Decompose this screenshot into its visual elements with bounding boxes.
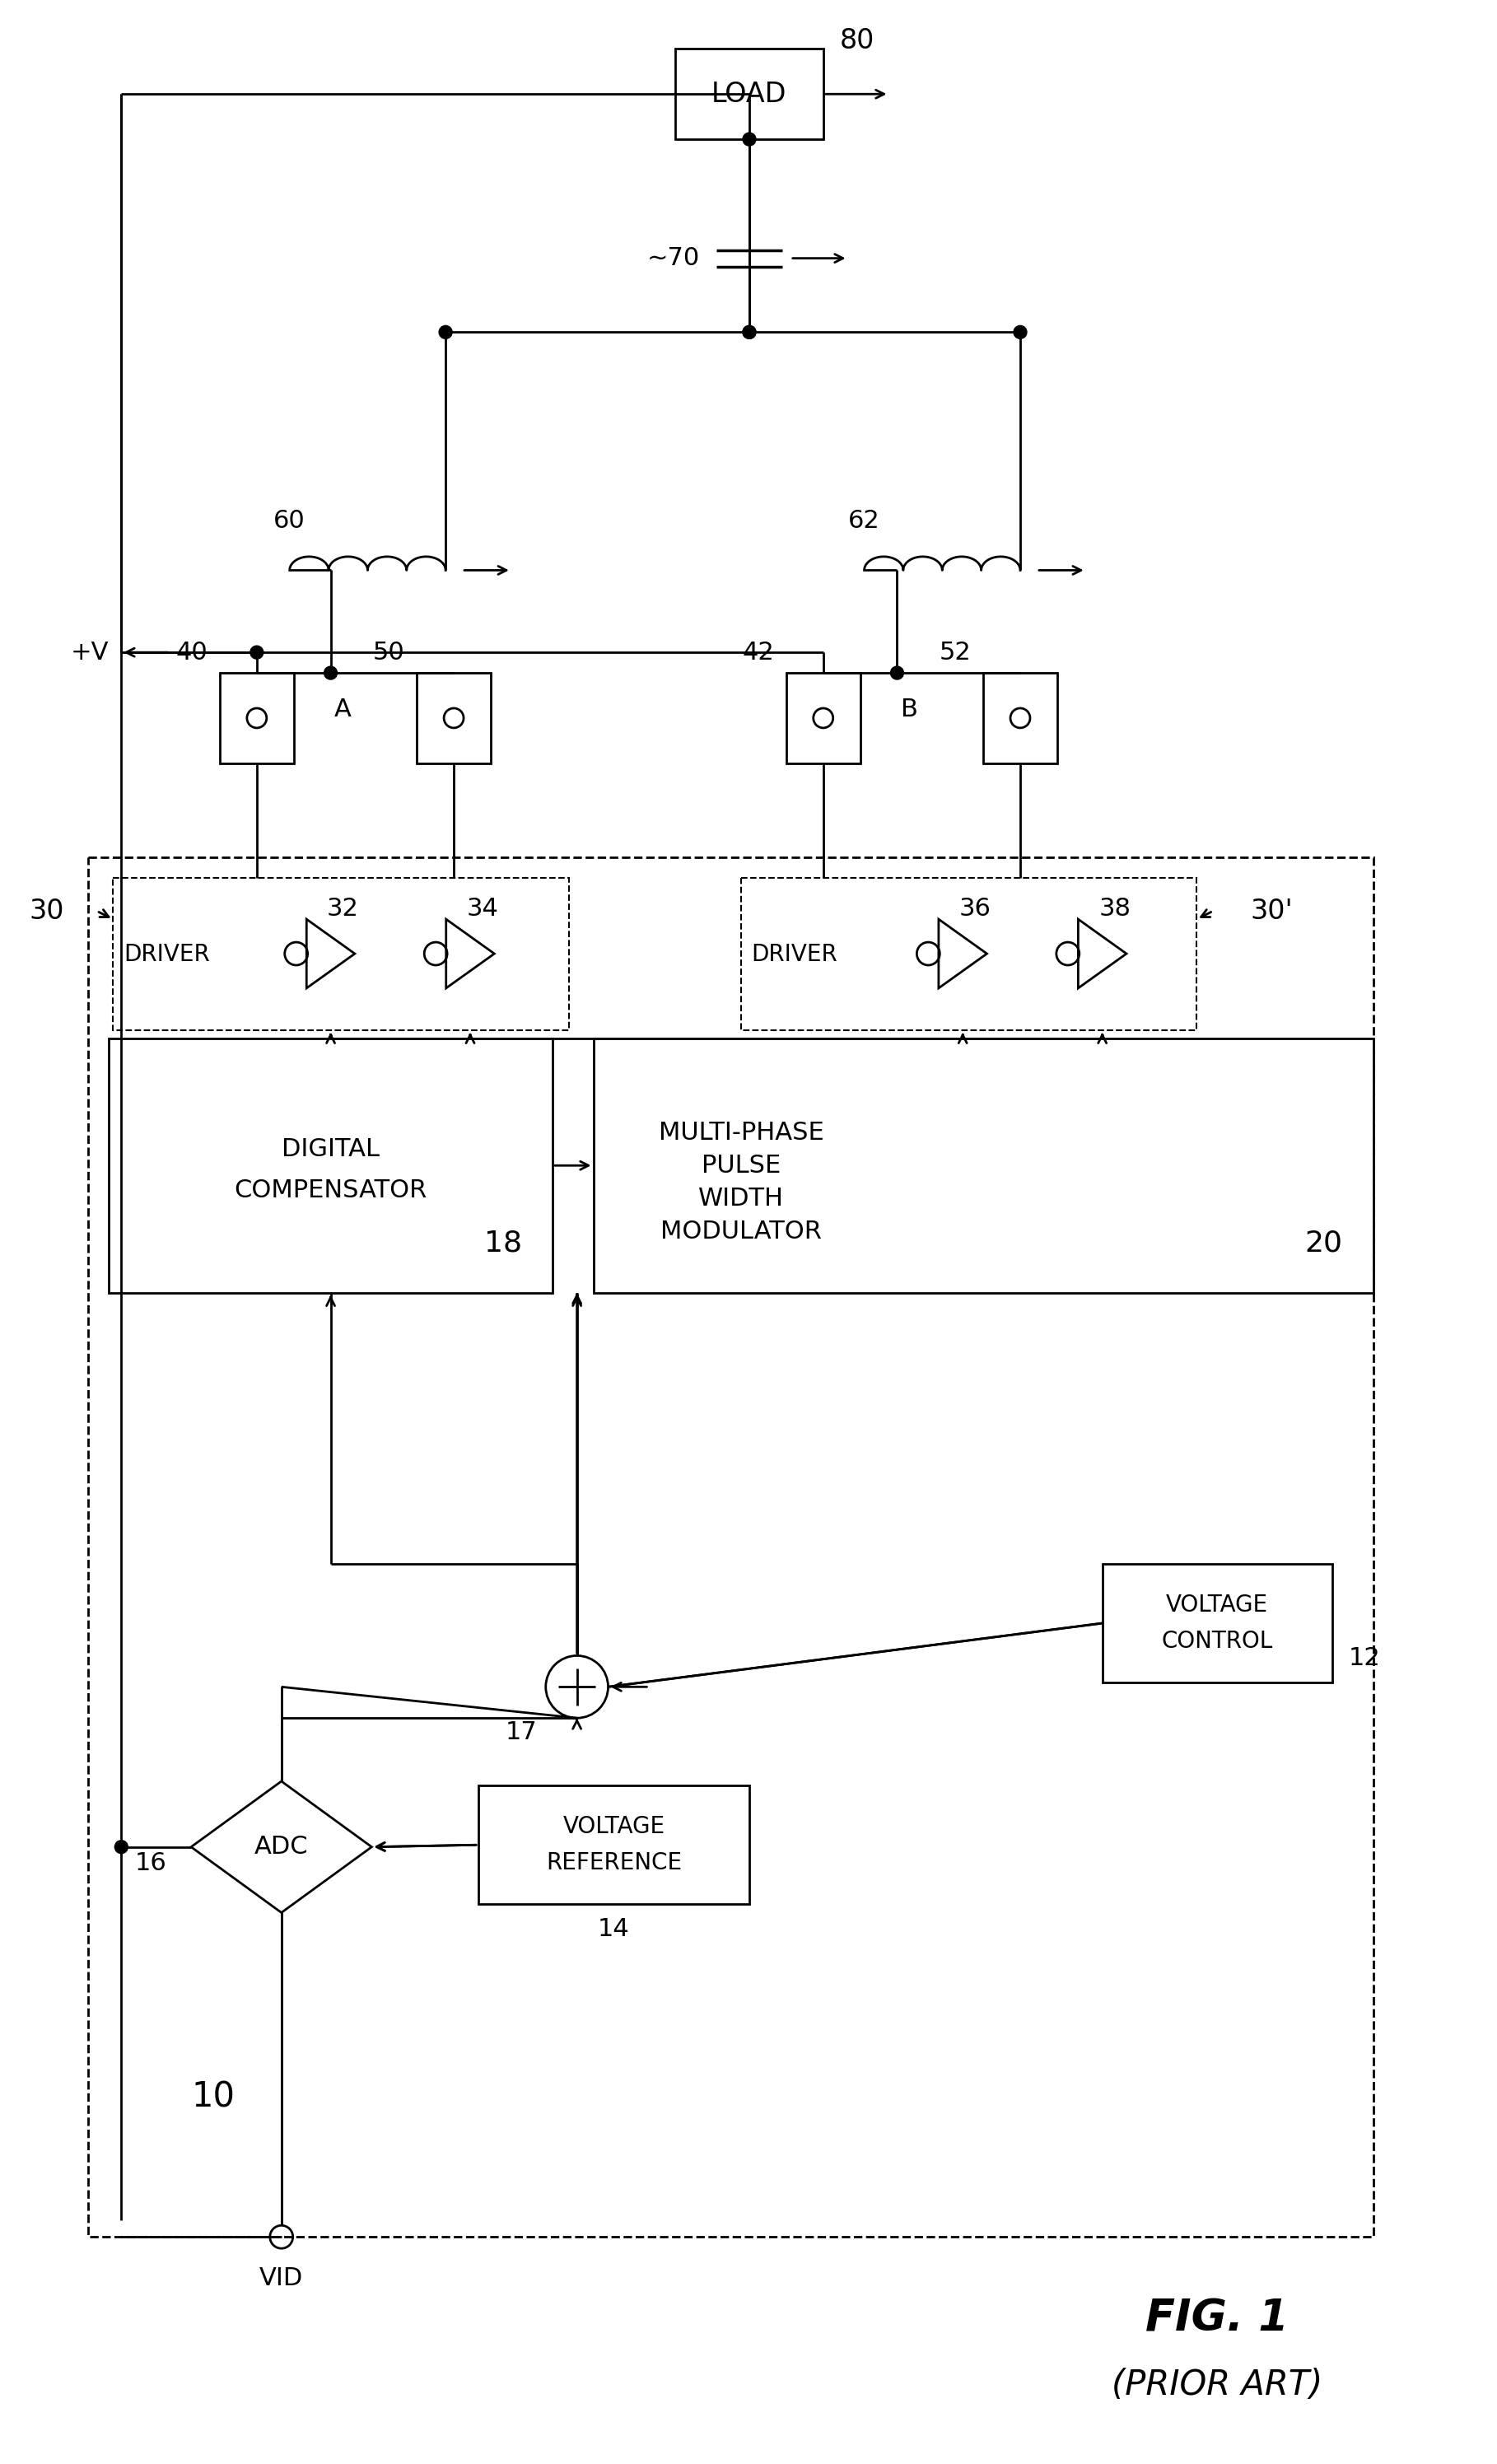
Text: 10: 10 [192, 2080, 235, 2114]
Text: 32: 32 [326, 897, 359, 922]
Bar [109, 1037, 552, 1294]
Circle shape [891, 665, 904, 680]
Text: DRIVER: DRIVER [751, 944, 838, 966]
Text: 52: 52 [939, 641, 972, 665]
Bar [786, 673, 861, 764]
Text: DIGITAL: DIGITAL [281, 1138, 380, 1161]
Bar [741, 877, 1196, 1030]
Text: 50: 50 [373, 641, 404, 665]
Text: 60: 60 [272, 510, 305, 532]
Bar [416, 673, 491, 764]
Text: ~70: ~70 [647, 246, 701, 271]
Text: 16: 16 [135, 1850, 166, 1875]
Circle shape [439, 325, 452, 338]
Text: VID: VID [259, 2267, 304, 2289]
Text: MODULATOR: MODULATOR [660, 1220, 822, 1244]
Bar [984, 673, 1057, 764]
Circle shape [743, 325, 756, 338]
Text: 36: 36 [960, 897, 991, 922]
Text: ADC: ADC [254, 1836, 308, 1858]
Bar [1102, 1565, 1332, 1683]
Text: CONTROL: CONTROL [1162, 1629, 1272, 1653]
Text: 62: 62 [847, 510, 880, 532]
Text: VOLTAGE: VOLTAGE [1166, 1594, 1268, 1616]
Text: 38: 38 [1099, 897, 1130, 922]
Text: +V: +V [70, 641, 109, 665]
Bar [220, 673, 293, 764]
Text: 12: 12 [1349, 1646, 1380, 1671]
Text: 30': 30' [1250, 897, 1293, 924]
Text: (PRIOR ART): (PRIOR ART) [1112, 2368, 1323, 2402]
Text: 30: 30 [28, 897, 64, 924]
Text: PULSE: PULSE [702, 1153, 781, 1178]
Circle shape [323, 665, 337, 680]
Text: 14: 14 [597, 1917, 630, 1942]
Text: COMPENSATOR: COMPENSATOR [234, 1178, 427, 1202]
Text: 40: 40 [175, 641, 208, 665]
Text: WIDTH: WIDTH [698, 1185, 784, 1210]
Circle shape [115, 1841, 127, 1853]
Text: REFERENCE: REFERENCE [546, 1850, 681, 1875]
Text: MULTI-PHASE: MULTI-PHASE [659, 1121, 823, 1146]
Bar [593, 1037, 1373, 1294]
Text: LOAD: LOAD [711, 81, 787, 108]
Text: DRIVER: DRIVER [123, 944, 210, 966]
Text: 17: 17 [506, 1720, 537, 1745]
Text: 20: 20 [1305, 1230, 1343, 1257]
Text: 42: 42 [743, 641, 774, 665]
Circle shape [743, 133, 756, 145]
Bar [675, 49, 823, 140]
Bar [88, 857, 1373, 2237]
Bar [114, 877, 569, 1030]
Text: 18: 18 [484, 1230, 522, 1257]
Text: 80: 80 [840, 27, 874, 54]
Text: VOLTAGE: VOLTAGE [563, 1816, 665, 1838]
Circle shape [250, 646, 263, 658]
Text: A: A [334, 697, 352, 722]
Circle shape [1013, 325, 1027, 338]
Text: FIG. 1: FIG. 1 [1145, 2296, 1289, 2341]
Text: B: B [901, 697, 918, 722]
Text: 34: 34 [467, 897, 499, 922]
Bar [479, 1786, 750, 1905]
Circle shape [743, 325, 756, 338]
